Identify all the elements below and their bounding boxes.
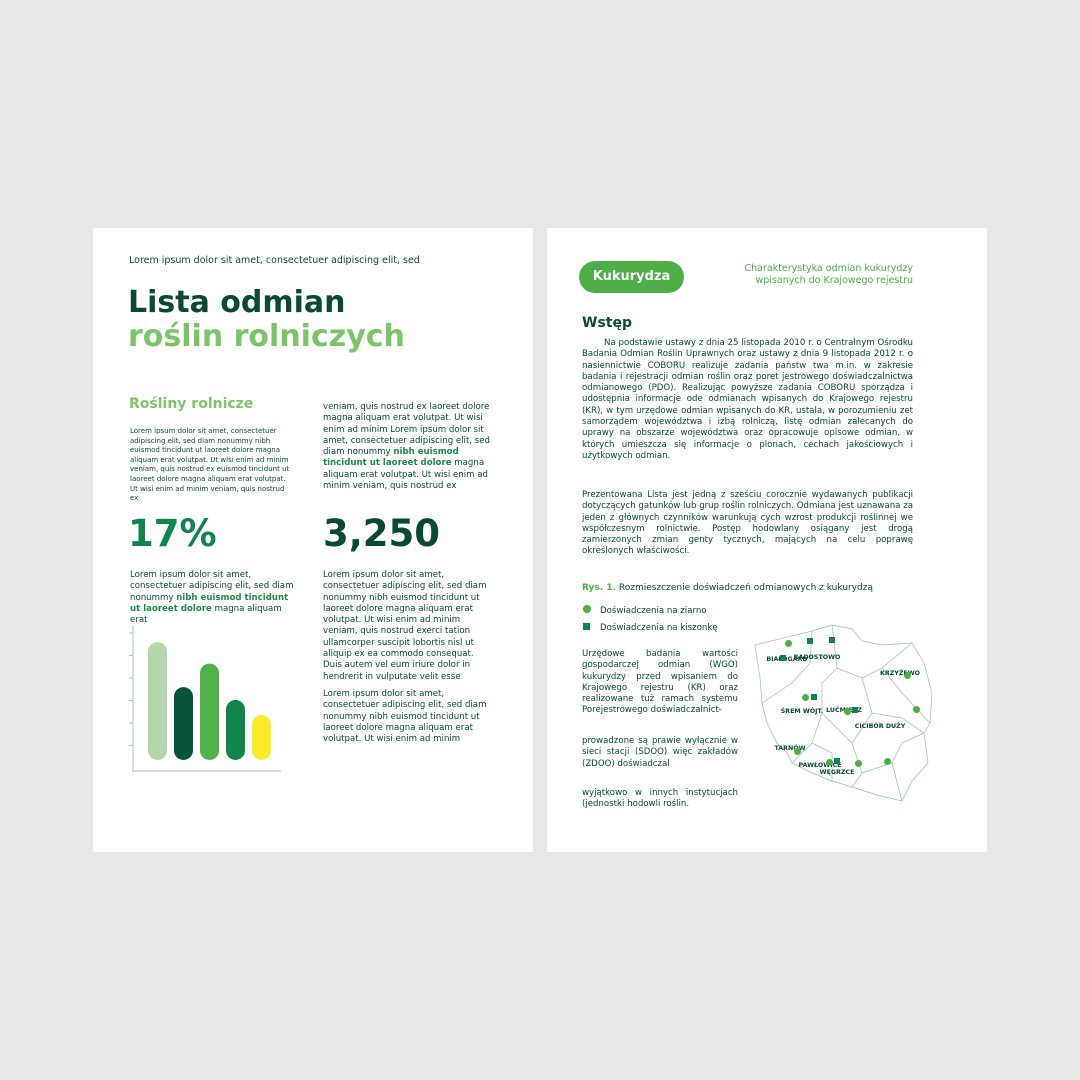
figure-caption: Rys. 1. Rozmieszczenie doświadczeń odmia…	[582, 583, 873, 594]
circle-marker-icon	[583, 605, 591, 613]
title-line-1: Lista odmian	[128, 285, 346, 320]
intro-small-text: Lorem ipsum dolor sit amet, consectetuer…	[130, 427, 290, 503]
intro-paragraph-2: Prezentowana Lista jest jedną z sześciu …	[582, 490, 913, 557]
caption-text: Rozmieszczenie doświadczeń odmianowych z…	[618, 583, 873, 593]
highlight: nibh euismod tincidunt ut laoreet dolore	[323, 447, 459, 469]
text: Lorem ipsum dolor sit amet, consectetuer…	[130, 570, 294, 603]
para-a: Urzędowe badania wartości gospodarczej o…	[582, 649, 738, 716]
bar-chart	[129, 625, 281, 772]
silage-trial-marker	[834, 758, 840, 764]
right-page: Kukurydza Charakterystyka odmian kukuryd…	[547, 228, 987, 852]
country-outline	[754, 624, 933, 802]
city-label: PAWŁOWICE	[798, 762, 842, 769]
square-marker-icon	[583, 623, 590, 630]
silage-trial-marker	[807, 638, 813, 644]
grain-trial-marker	[826, 759, 833, 766]
city-label: CICIBÓR DUŻY	[854, 723, 906, 730]
legend-ziarno: Doświadczenia na ziarno	[583, 605, 707, 617]
grain-trial-marker	[794, 748, 801, 755]
bar	[148, 642, 167, 760]
page-subtitle: Charakterystyka odmian kukurydzy wpisany…	[745, 263, 914, 287]
city-label: TARNÓW	[774, 745, 806, 752]
figure-label: Rys. 1.	[582, 583, 616, 593]
city-label: KRZYŻEWO	[879, 670, 921, 677]
bar	[200, 663, 219, 760]
grain-trial-marker	[802, 694, 809, 701]
intro-paragraph: Na podstawie ustawy z dnia 25 listopada …	[582, 338, 913, 461]
text: magna aliquam erat	[130, 603, 282, 626]
legend-kiszonka: Doświadczenia na kiszonkę	[583, 623, 718, 634]
column2-para-2: Lorem ipsum dolor sit amet, consectetuer…	[323, 689, 487, 745]
bar	[226, 700, 245, 760]
legend-label: Doświadczenia na kiszonkę	[600, 623, 718, 633]
grain-trial-marker	[884, 758, 891, 765]
page-header: Lorem ipsum dolor sit amet, consectetuer…	[129, 255, 420, 266]
section-title: Wstęp	[582, 315, 632, 331]
para-c: wyjątkowo w innych instytucjach (jednost…	[582, 788, 738, 810]
subtitle-line: Charakterystyka odmian kukurydzy	[744, 263, 914, 274]
category-badge: Kukurydza	[579, 261, 684, 293]
silage-trial-marker	[780, 655, 786, 661]
grain-trial-marker	[855, 760, 862, 767]
bar	[252, 715, 271, 760]
text: veniam, quis nostrud ex laoreet dolore m…	[323, 402, 490, 458]
highlight: nibh euismod tincidunt ut laoreet dolore	[130, 592, 289, 614]
stat1-text: Lorem ipsum dolor sit amet, consectetuer…	[130, 570, 300, 626]
bar	[174, 687, 193, 760]
city-label: RADOSTOWO	[793, 654, 841, 661]
silage-trial-marker	[852, 707, 858, 713]
silage-trial-marker	[811, 694, 817, 700]
column2-top-text: veniam, quis nostrud ex laoreet dolore m…	[323, 402, 493, 492]
grain-trial-marker	[785, 640, 792, 647]
stat-3250: 3,250	[323, 512, 441, 555]
city-label: ŚREM WÓJT.	[780, 708, 824, 715]
text: magna aliquam erat volutpat. Ut wisi eni…	[323, 458, 488, 492]
grain-trial-marker	[844, 708, 851, 715]
stat-17-percent: 17%	[128, 512, 217, 555]
subtitle-line: wpisanych do Krajowego rejestru	[755, 275, 914, 286]
city-label: WĘGRZCE	[819, 769, 855, 776]
grain-trial-marker	[904, 672, 911, 679]
section-title: Rośliny rolnicze	[129, 396, 254, 412]
silage-trial-marker	[829, 637, 835, 643]
legend-label: Doświadczenia na ziarno	[600, 606, 707, 616]
poland-map	[754, 624, 933, 802]
column2-para-1: Lorem ipsum dolor sit amet, consectetuer…	[323, 570, 487, 682]
para-b: prowadzone są prawie wyłącznie w sieci s…	[582, 736, 738, 769]
title-line-2: roślin rolniczych	[128, 319, 405, 354]
left-page: Lorem ipsum dolor sit amet, consectetuer…	[93, 228, 533, 852]
grain-trial-marker	[913, 706, 920, 713]
city-label: BIAŁOGARD	[766, 656, 808, 663]
